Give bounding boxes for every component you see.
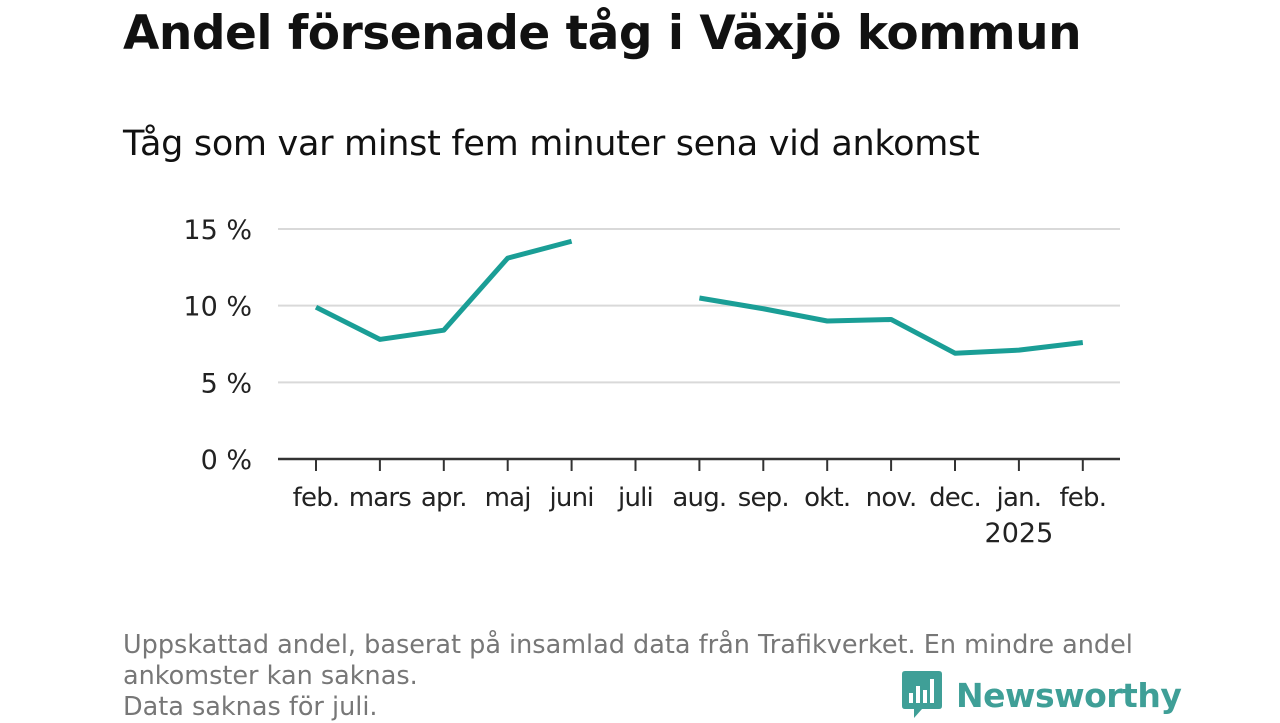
x-tick-label: aug. [672, 483, 726, 513]
footnote-line: Uppskattad andel, baserat på insamlad da… [123, 630, 1133, 660]
y-tick-label: 15 % [183, 215, 252, 246]
x-tick-label: sep. [738, 483, 789, 513]
x-tick-label: juli [617, 483, 653, 513]
x-tick-label: jan. [996, 483, 1042, 513]
x-tick-label: feb. [293, 483, 340, 513]
x-tick-label: nov. [866, 483, 917, 513]
series-line [314, 238, 573, 342]
x-tick-sublabel: 2025 [985, 518, 1054, 549]
bar-chart-speech-bubble-icon [902, 671, 942, 718]
x-tick-label: dec. [929, 483, 981, 513]
footnote-line: Data saknas för juli. [123, 692, 378, 722]
brand-name: Newsworthy [956, 675, 1182, 715]
y-tick-label: 0 % [201, 445, 252, 476]
chart-title: Andel försenade tåg i Växjö kommun [123, 6, 1082, 61]
x-tick-label: maj [485, 483, 531, 513]
y-tick-label: 10 % [183, 292, 252, 323]
chart-subtitle: Tåg som var minst fem minuter sena vid a… [123, 124, 980, 164]
newsworthy-logo: Newsworthy [902, 670, 1182, 720]
series-line [698, 295, 1084, 356]
footnote-line: ankomster kan saknas. [123, 661, 418, 691]
x-tick-label: feb. [1059, 483, 1106, 513]
x-tick-label: apr. [421, 483, 467, 513]
x-tick-label: mars [349, 483, 412, 513]
x-tick-label: juni [548, 483, 593, 513]
y-tick-label: 5 % [201, 368, 252, 399]
x-tick-label: okt. [804, 483, 850, 513]
footnote: Uppskattad andel, baserat på insamlad da… [123, 630, 1133, 723]
